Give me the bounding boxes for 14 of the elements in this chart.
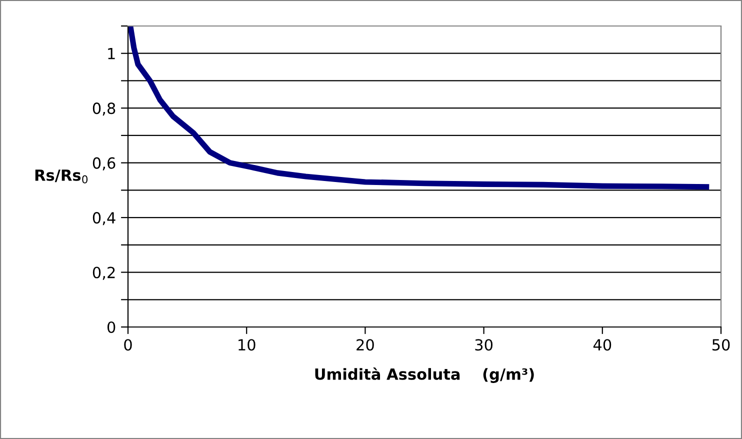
x-tick-label: 40: [593, 339, 612, 351]
x-tick-label: 0: [124, 339, 132, 351]
x-tick-label: 30: [475, 339, 493, 351]
y-tick-label: 0,2: [92, 266, 115, 280]
y-tick-label: 0,8: [92, 102, 116, 116]
x-tick-label: 20: [356, 339, 374, 351]
x-axis-title: Umidità Assoluta (g/m³): [315, 367, 534, 383]
y-tick-label: 1: [108, 48, 115, 60]
x-tick-label: 10: [238, 339, 256, 351]
y-axis-title: Rs/Rs$_{0}$: [35, 170, 88, 184]
y-tick-label: 0,4: [92, 212, 116, 226]
y-tick-label: 0: [107, 321, 116, 334]
y-tick-label: 0,6: [92, 157, 116, 170]
x-tick-label: 50: [712, 339, 730, 351]
